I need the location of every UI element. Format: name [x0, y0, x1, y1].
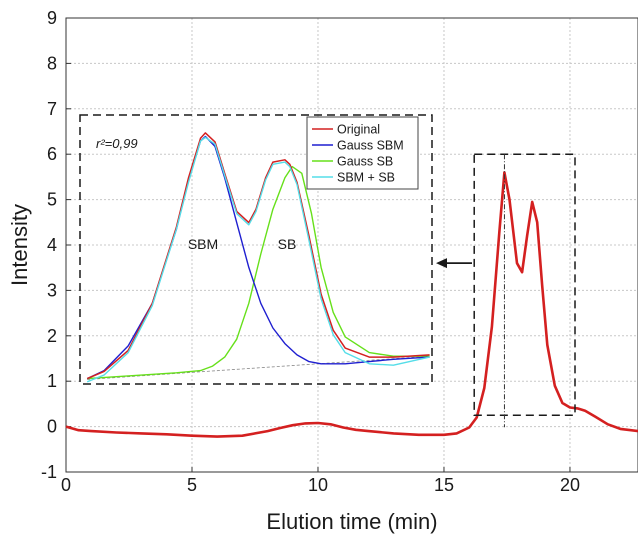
y-tick-label: 6 [47, 144, 57, 164]
y-tick-label: 0 [47, 417, 57, 437]
y-tick-label: 3 [47, 280, 57, 300]
y-tick-label: 8 [47, 53, 57, 73]
main-series-layer [65, 153, 638, 438]
y-tick-label: 4 [47, 235, 57, 255]
y-tick-label: 1 [47, 371, 57, 391]
y-tick-label: -1 [41, 462, 57, 482]
arrow-head [436, 258, 447, 269]
inset-gauss-sb-line [87, 165, 430, 380]
y-tick-label: 9 [47, 8, 57, 28]
x-tick-label: 0 [61, 475, 71, 495]
peak-label-sb: SB [278, 236, 297, 252]
inset-frame [79, 114, 433, 385]
legend-label: Gauss SBM [337, 139, 404, 153]
x-tick-label: 5 [187, 475, 197, 495]
legend-label: Gauss SB [337, 155, 393, 169]
y-tick-label: 2 [47, 326, 57, 346]
peak-label-sbm: SBM [188, 236, 218, 252]
x-axis-title: Elution time (min) [266, 509, 437, 534]
legend-label: Original [337, 123, 380, 137]
zoom-box [473, 153, 576, 416]
r-squared-annotation: r²=0,99 [96, 136, 138, 151]
x-tick-label: 10 [308, 475, 328, 495]
main-series-line [65, 171, 638, 438]
y-axis-title: Intensity [7, 204, 32, 286]
legend-label: SBM + SB [337, 171, 395, 185]
x-tick-label: 20 [560, 475, 580, 495]
y-tick-label: 5 [47, 190, 57, 210]
inset-baseline-line [87, 355, 430, 380]
y-tick-label: 7 [47, 99, 57, 119]
inset-layer: r²=0,99 SBM SB Original Gauss SBM Gauss SB SBM… [79, 114, 433, 385]
x-tick-label: 15 [434, 475, 454, 495]
inset-sum-line [86, 136, 430, 383]
